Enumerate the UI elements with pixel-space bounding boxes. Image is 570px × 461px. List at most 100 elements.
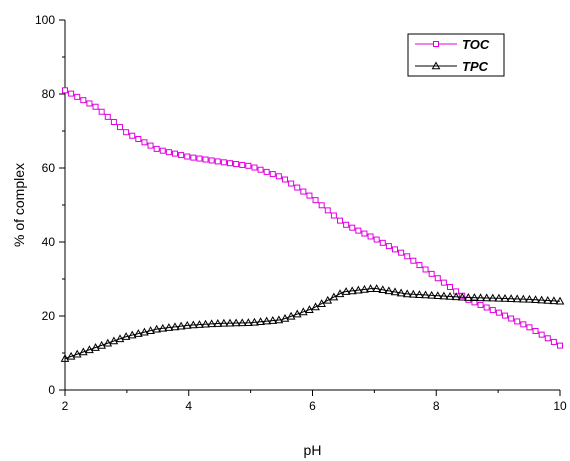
series-layer (60, 87, 565, 362)
data-point (451, 292, 461, 301)
legend-item-tpc: TPC (415, 59, 489, 74)
data-point (404, 253, 411, 260)
data-point (239, 161, 246, 168)
data-point (237, 318, 247, 327)
data-point (477, 301, 484, 308)
data-point (494, 293, 504, 302)
data-point (518, 294, 528, 303)
data-point (129, 132, 136, 139)
data-point (378, 285, 388, 294)
data-point (135, 136, 142, 143)
data-point (85, 345, 94, 354)
data-point (170, 322, 180, 331)
y-tick-label: 20 (42, 309, 56, 323)
y-tick-label: 40 (42, 235, 56, 249)
series-toc (62, 87, 563, 349)
data-point (250, 317, 259, 326)
data-point (305, 305, 314, 313)
data-point (396, 288, 406, 297)
legend-marker (431, 61, 441, 70)
data-point (428, 270, 435, 277)
data-point (91, 343, 100, 351)
data-point (243, 318, 253, 327)
y-tick-label: 100 (35, 13, 55, 27)
data-point (172, 150, 178, 157)
data-point (408, 289, 418, 298)
data-point (531, 295, 540, 304)
data-point (390, 287, 400, 296)
data-point (184, 153, 191, 160)
data-point (512, 294, 522, 303)
data-point (366, 284, 375, 293)
data-point (110, 118, 117, 125)
data-point (214, 158, 221, 165)
data-point (80, 97, 87, 104)
y-tick-label: 60 (42, 161, 56, 175)
data-point (202, 156, 209, 163)
data-point (109, 336, 119, 345)
data-point (463, 292, 473, 301)
data-point (104, 113, 111, 120)
data-point (201, 319, 210, 328)
data-point (60, 354, 70, 362)
data-point (286, 311, 296, 320)
data-point (347, 286, 357, 295)
legend-marker (433, 41, 439, 47)
data-point (159, 147, 166, 154)
data-point (74, 93, 81, 100)
data-point (269, 171, 276, 178)
data-point (557, 342, 563, 349)
data-point (532, 327, 539, 334)
data-point (508, 315, 515, 322)
data-point (488, 293, 498, 302)
data-point (385, 243, 392, 250)
data-point (213, 318, 223, 327)
data-point (220, 159, 227, 166)
data-point (360, 284, 369, 293)
data-point (537, 295, 547, 304)
data-point (164, 323, 174, 331)
data-point (476, 293, 485, 302)
data-point (245, 162, 252, 169)
data-point (274, 315, 284, 324)
data-point (190, 154, 197, 161)
data-point (196, 155, 203, 162)
data-point (398, 249, 405, 256)
data-point (103, 338, 113, 347)
data-point (123, 129, 130, 136)
data-point (311, 302, 320, 311)
data-point (349, 224, 356, 231)
data-point (182, 320, 192, 329)
data-point (262, 316, 272, 325)
data-point (178, 152, 185, 159)
data-point (292, 309, 302, 318)
data-point (312, 197, 319, 204)
data-point (263, 168, 270, 175)
data-point (506, 294, 516, 303)
data-point (231, 318, 241, 327)
data-point (133, 329, 143, 337)
data-point (147, 142, 154, 149)
data-point (141, 139, 148, 146)
data-point (482, 293, 492, 302)
data-point (445, 291, 455, 300)
x-tick-label: 10 (553, 399, 567, 413)
data-point (225, 318, 235, 327)
data-point (495, 309, 502, 316)
data-point (257, 166, 264, 173)
data-point (208, 157, 215, 164)
x-tick-label: 4 (185, 399, 192, 413)
data-point (115, 334, 125, 343)
legend-box (407, 33, 505, 77)
data-point (483, 304, 490, 311)
data-point (384, 286, 394, 295)
data-point (427, 290, 437, 299)
data-point (355, 227, 362, 234)
legend: TOC TPC (407, 33, 505, 77)
data-point (68, 90, 75, 97)
data-point (415, 290, 424, 298)
legend-label: TPC (462, 59, 489, 74)
data-point (97, 340, 107, 349)
